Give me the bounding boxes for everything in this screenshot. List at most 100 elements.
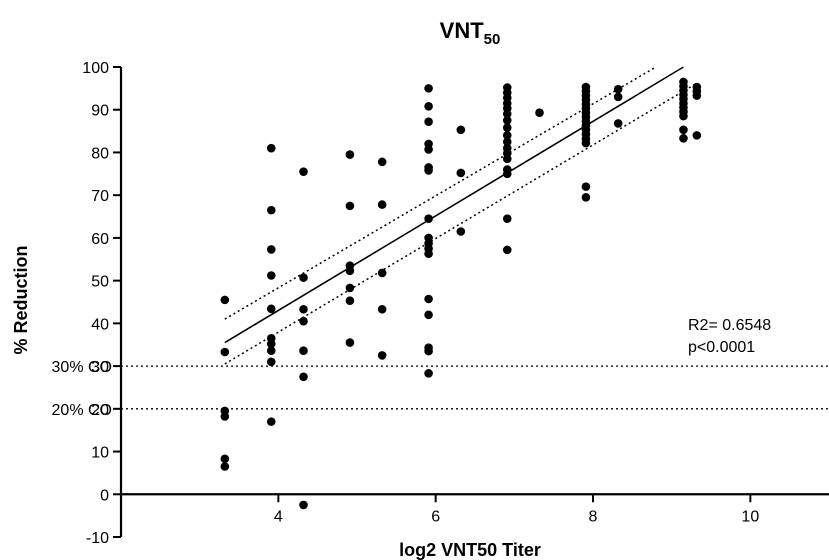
data-point bbox=[424, 310, 433, 320]
data-point bbox=[502, 131, 512, 140]
fit-bands bbox=[224, 66, 696, 365]
y-tick-label: 10 bbox=[91, 445, 109, 462]
data-point bbox=[299, 167, 308, 176]
x-axis-title: log2 VNT50 Titer bbox=[399, 540, 541, 560]
data-point bbox=[679, 125, 688, 135]
y-axis-title: % Reduction bbox=[11, 245, 31, 354]
data-point bbox=[502, 154, 512, 164]
data-point bbox=[345, 338, 355, 347]
data-point bbox=[424, 145, 433, 154]
data-point bbox=[424, 117, 433, 126]
y-tick-label: 20 bbox=[91, 402, 109, 419]
data-point bbox=[692, 131, 702, 140]
data-points bbox=[220, 77, 702, 510]
data-point bbox=[299, 500, 308, 510]
data-point bbox=[456, 168, 466, 178]
data-point bbox=[502, 123, 512, 132]
data-point bbox=[266, 346, 276, 356]
regression-line bbox=[224, 66, 684, 344]
data-point bbox=[502, 116, 512, 125]
chart-title: VNT50 bbox=[440, 18, 501, 48]
reference-lines: 30% CO 20% CO bbox=[52, 359, 829, 419]
data-point bbox=[266, 143, 276, 153]
data-point bbox=[581, 182, 591, 191]
y-tick-label: 40 bbox=[91, 316, 109, 333]
x-axis: 4 6 8 10 bbox=[121, 493, 829, 525]
data-point bbox=[266, 357, 276, 367]
data-point bbox=[377, 268, 387, 278]
data-point bbox=[692, 91, 702, 100]
data-point bbox=[613, 119, 623, 128]
p-value-annotation: p<0.0001 bbox=[688, 339, 755, 356]
r-squared-annotation: R2= 0.6548 bbox=[688, 317, 771, 334]
reference-line-label: 30% CO bbox=[52, 359, 112, 376]
data-point bbox=[220, 412, 230, 421]
data-point bbox=[502, 214, 512, 223]
data-point bbox=[456, 227, 466, 236]
data-point bbox=[299, 372, 308, 382]
data-point bbox=[345, 266, 355, 276]
data-point bbox=[266, 304, 276, 314]
data-point bbox=[679, 111, 688, 121]
y-tick-label: 80 bbox=[91, 145, 109, 162]
data-point bbox=[377, 304, 387, 314]
data-point bbox=[266, 271, 276, 280]
data-point bbox=[424, 102, 433, 111]
data-point bbox=[266, 245, 276, 254]
x-tick-label: 6 bbox=[431, 508, 440, 525]
data-point bbox=[502, 169, 512, 179]
reference-line-label: 20% CO bbox=[52, 402, 112, 419]
data-point bbox=[377, 157, 387, 167]
data-point bbox=[220, 347, 230, 357]
data-point bbox=[220, 462, 230, 471]
data-point bbox=[535, 108, 544, 118]
upper-confidence-band bbox=[224, 66, 657, 320]
chart-title-subscript: 50 bbox=[484, 31, 501, 48]
y-tick-label: 70 bbox=[91, 188, 109, 205]
data-point bbox=[299, 346, 308, 356]
data-point bbox=[345, 201, 355, 211]
data-point bbox=[345, 150, 355, 159]
data-point bbox=[345, 296, 355, 306]
data-point bbox=[456, 125, 466, 135]
y-tick-label: 50 bbox=[91, 274, 109, 291]
data-point bbox=[266, 205, 276, 215]
data-point bbox=[424, 249, 433, 259]
data-point bbox=[424, 369, 433, 378]
y-tick-label: 60 bbox=[91, 231, 109, 248]
data-point bbox=[679, 134, 688, 143]
data-point bbox=[613, 92, 623, 102]
data-point bbox=[377, 200, 387, 209]
data-point bbox=[613, 84, 623, 94]
data-point bbox=[424, 346, 433, 356]
data-point bbox=[220, 295, 230, 305]
data-point bbox=[424, 294, 433, 304]
data-point bbox=[345, 283, 355, 293]
data-point bbox=[502, 109, 512, 119]
data-point bbox=[220, 454, 230, 464]
data-point bbox=[377, 351, 387, 360]
data-point bbox=[502, 137, 512, 147]
data-point bbox=[502, 245, 512, 255]
data-point bbox=[424, 166, 433, 175]
chart-title-main: VNT bbox=[440, 18, 485, 43]
data-point bbox=[266, 339, 276, 349]
y-tick-label: -10 bbox=[86, 530, 109, 547]
y-axis: -10 0 10 20 30 40 50 60 70 80 90 100 bbox=[82, 60, 123, 547]
y-tick-label: 100 bbox=[82, 60, 109, 77]
data-point bbox=[581, 138, 591, 148]
data-point bbox=[299, 273, 308, 282]
y-tick-label: 0 bbox=[100, 487, 109, 504]
y-tick-label: 30 bbox=[91, 359, 109, 376]
data-point bbox=[266, 417, 276, 426]
x-tick-label: 4 bbox=[274, 508, 283, 525]
x-tick-label: 10 bbox=[741, 508, 759, 525]
data-point bbox=[299, 316, 308, 326]
y-tick-label: 90 bbox=[91, 103, 109, 120]
data-point bbox=[299, 304, 308, 314]
data-point bbox=[424, 214, 433, 223]
data-point bbox=[424, 84, 433, 93]
x-tick-label: 8 bbox=[589, 508, 598, 525]
data-point bbox=[581, 193, 591, 202]
